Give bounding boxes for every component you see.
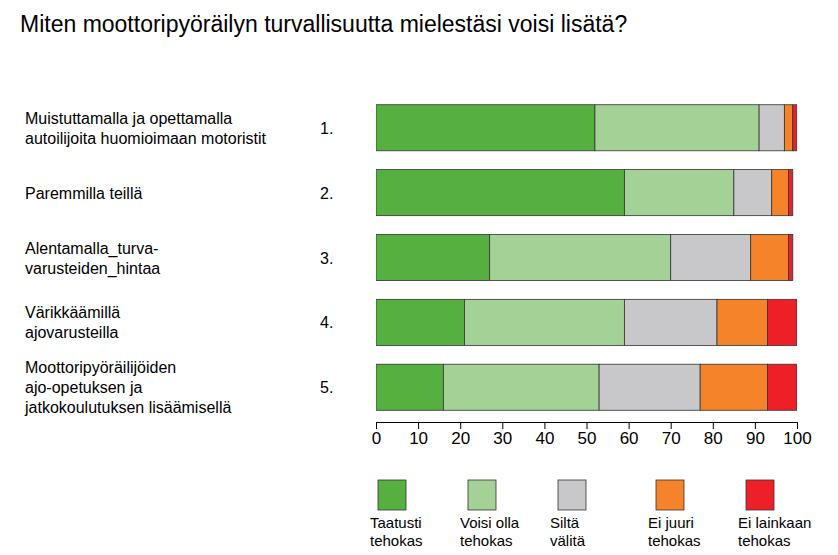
category-number: 1. (320, 120, 333, 137)
bar-segment (376, 364, 443, 410)
tick-label: 30 (493, 429, 512, 448)
category-number: 3. (320, 250, 333, 267)
tick: 100 (783, 422, 811, 448)
bar-segment (759, 105, 784, 151)
legend-swatch (468, 480, 496, 510)
bar-segment (464, 299, 624, 345)
bar-segment (443, 364, 599, 410)
tick-label: 0 (372, 429, 381, 448)
bar-segment (700, 364, 767, 410)
tick-label: 70 (662, 429, 681, 448)
title: Miten moottoripyöräilyn turvallisuutta m… (20, 11, 627, 37)
category-number: 5. (320, 379, 333, 396)
bars (376, 105, 797, 411)
tick: 0 (372, 422, 381, 448)
tick: 90 (746, 422, 765, 448)
bar-segment (599, 364, 700, 410)
tick-label: 20 (451, 429, 470, 448)
legend-swatch (656, 480, 684, 510)
bar-segment (734, 170, 772, 216)
bar-segment (717, 299, 768, 345)
bar-segment (789, 234, 793, 280)
bar-segment (784, 105, 792, 151)
bar-segment (376, 105, 595, 151)
tick: 40 (535, 422, 554, 448)
tick-mark (587, 422, 588, 429)
bar-frame (376, 364, 797, 410)
tick: 20 (451, 422, 470, 448)
legend-label: Ei lainkaantehokas (738, 514, 811, 549)
bar-segment (624, 170, 733, 216)
bar-frame (376, 299, 797, 345)
legend-label: Taatustitehokas (370, 514, 423, 549)
tick-mark (797, 422, 798, 429)
category-label: Paremmilla teillä (25, 185, 142, 202)
bar-frame (376, 234, 797, 280)
tick-mark (502, 422, 503, 429)
tick: 80 (704, 422, 723, 448)
tick-mark (671, 422, 672, 429)
bar-segment (595, 105, 759, 151)
category-number: 4. (320, 314, 333, 331)
tick-mark (460, 422, 461, 429)
tick-label: 100 (783, 429, 811, 448)
tick-mark (376, 422, 377, 429)
bar-frame (376, 105, 797, 151)
chart: Miten moottoripyöräilyn turvallisuutta m… (0, 0, 838, 555)
tick: 10 (409, 422, 428, 448)
tick-mark (755, 422, 756, 429)
tick-mark (544, 422, 545, 429)
bar-segment (376, 299, 464, 345)
tick-label: 90 (746, 429, 765, 448)
legend-swatch (558, 480, 586, 510)
legend-swatch (746, 480, 774, 510)
legend-label: Siltävälitä (550, 514, 586, 549)
bar-segment (376, 170, 624, 216)
tick: 70 (662, 422, 681, 448)
tick-mark (418, 422, 419, 429)
bar-segment (751, 234, 789, 280)
bar-segment (789, 170, 793, 216)
tick: 50 (578, 422, 597, 448)
legend-swatch (378, 480, 406, 510)
tick-mark (629, 422, 630, 429)
tick-label: 10 (409, 429, 428, 448)
tick-mark (713, 422, 714, 429)
tick: 60 (620, 422, 639, 448)
bar-frame (376, 170, 797, 216)
bar-segment (772, 170, 789, 216)
tick-label: 50 (578, 429, 597, 448)
bar-segment (768, 364, 797, 410)
x-axis: 0 10 20 30 40 50 60 70 80 90 100 (372, 422, 812, 448)
legend: Taatustitehokas Voisi ollatehokas Siltäväl… (370, 480, 811, 549)
category-label: Alentamalla_turva-varusteiden_hintaa (25, 240, 160, 278)
bar-segment (376, 234, 490, 280)
bar-segment (624, 299, 717, 345)
bar-segment (490, 234, 671, 280)
bar-segment (671, 234, 751, 280)
tick-label: 40 (535, 429, 554, 448)
bar-segment (768, 299, 797, 345)
legend-label: Voisi ollatehokas (460, 514, 520, 549)
tick: 30 (493, 422, 512, 448)
category-label: Värikkäämilläajovarusteilla (25, 304, 120, 341)
category-label: Moottoripyöräilijöidenajo-opetuksen jaja… (24, 359, 231, 416)
category-number: 2. (320, 185, 333, 202)
tick-label: 60 (620, 429, 639, 448)
bar-segment (793, 105, 797, 151)
legend-label: Ei juuritehokas (648, 514, 701, 549)
tick-label: 80 (704, 429, 723, 448)
category-label: Muistuttamalla ja opettamallaautoilijoit… (25, 110, 267, 147)
